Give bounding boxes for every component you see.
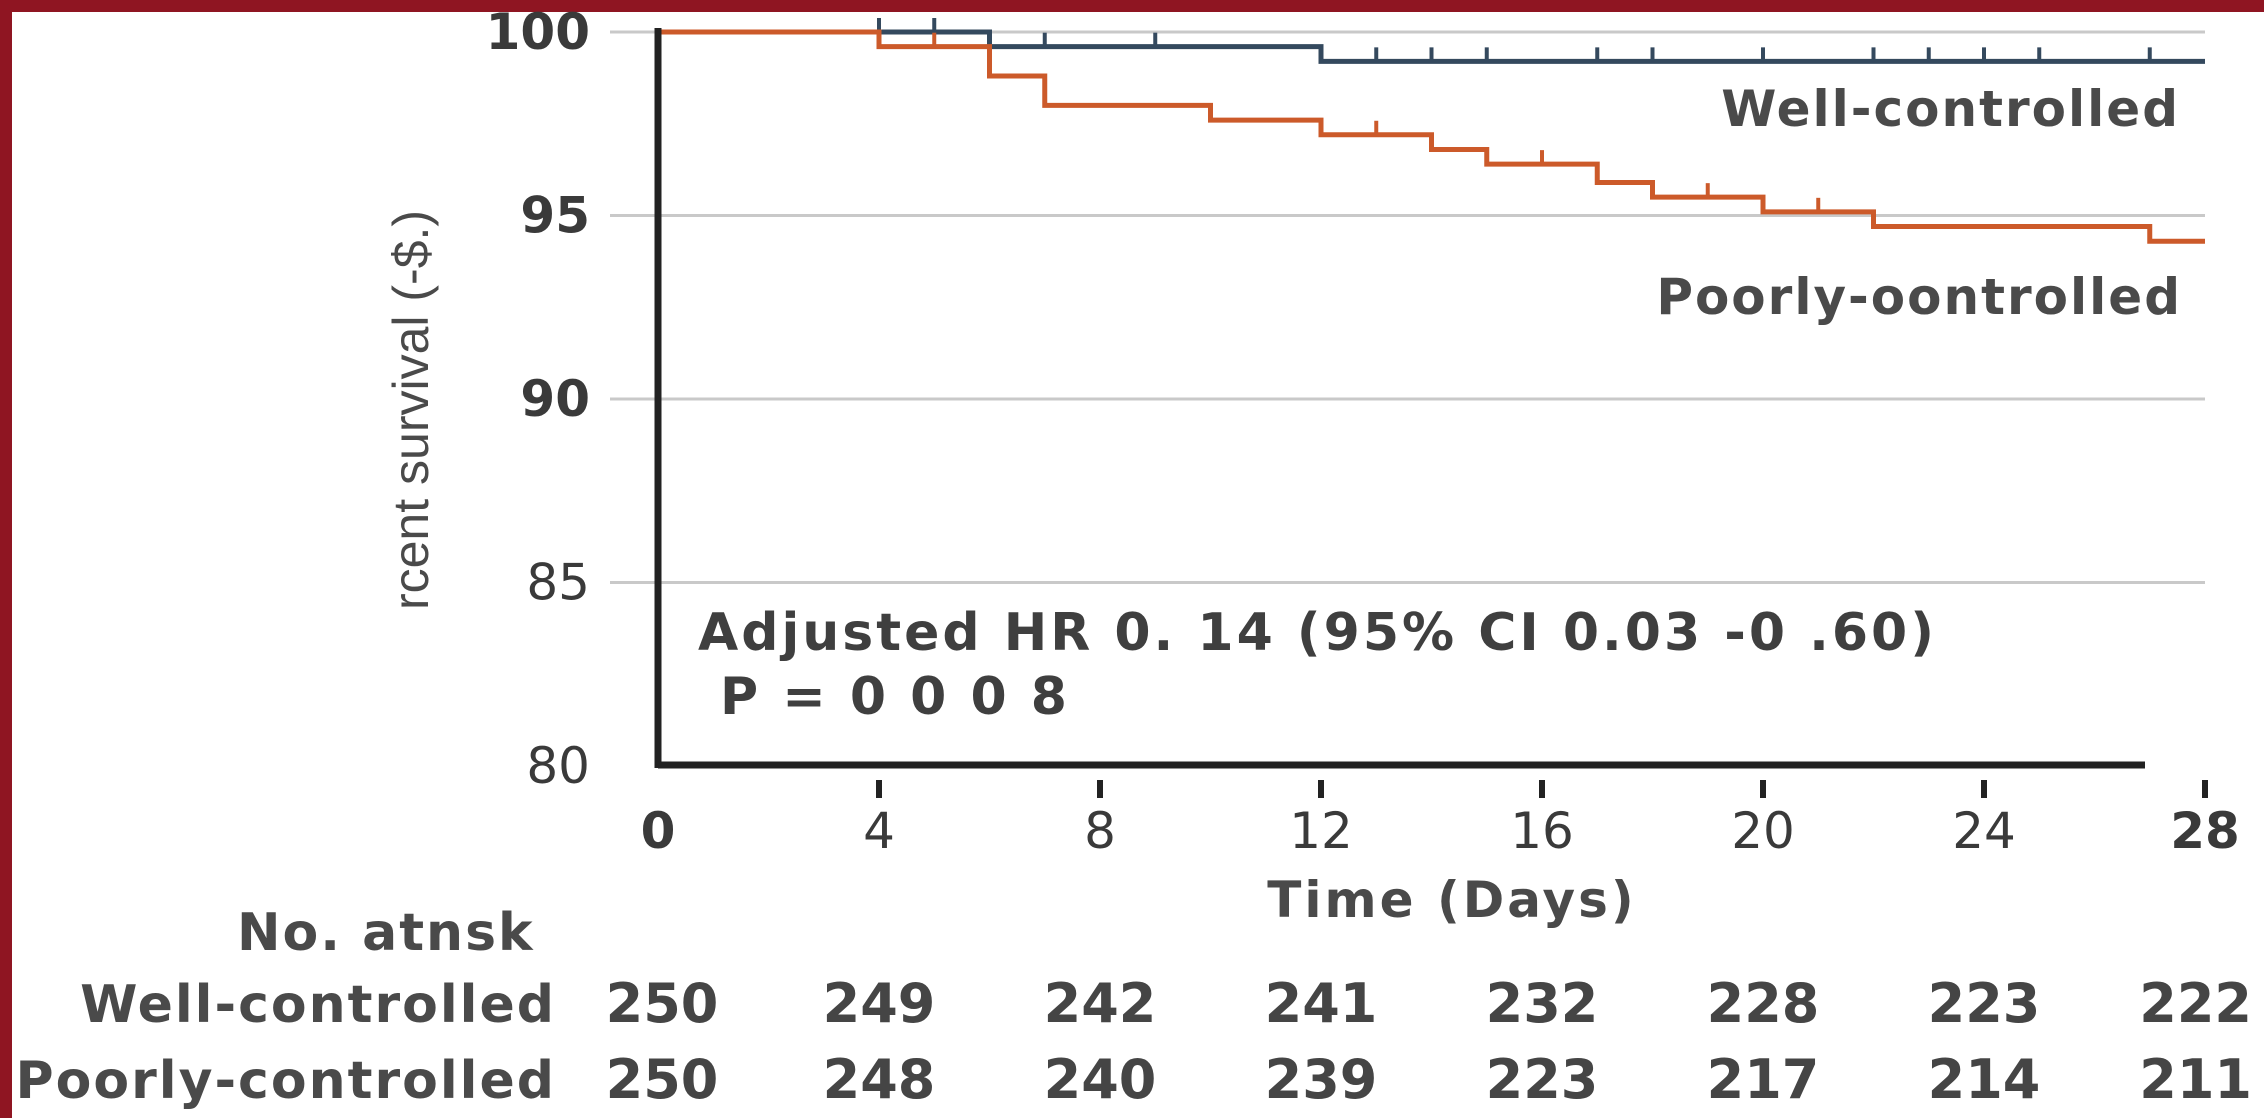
x-tick-label: 24 (1952, 802, 2016, 860)
x-tick-label: 0 (641, 802, 676, 860)
risk-value: 217 (1707, 1048, 1820, 1111)
risk-value: 240 (1044, 1048, 1157, 1111)
y-tick-label: 85 (526, 554, 590, 612)
x-tick-label: 12 (1289, 802, 1353, 860)
risk-value: 223 (1928, 972, 2041, 1035)
well-controlled-curve-label: Well-controlled (1721, 80, 2180, 138)
risk-value: 223 (1486, 1048, 1599, 1111)
risk-value: 242 (1044, 972, 1157, 1035)
risk-value: 239 (1265, 1048, 1378, 1111)
risk-row-label: Well-controlled (80, 975, 556, 1035)
risk-value: 211 (2139, 1048, 2252, 1111)
y-tick-label: 90 (520, 370, 590, 428)
risk-table-title: No. atnsk (237, 903, 535, 963)
x-tick-label: 28 (2170, 802, 2240, 860)
y-tick-labels: 80 85 90 95 100 (486, 3, 590, 795)
x-tick-label: 4 (863, 802, 895, 860)
series-curves (658, 18, 2205, 244)
x-tick-marks: 0 4 8 12 16 20 24 28 (641, 780, 2240, 860)
p-value-annotation: P = 0 0 0 8 (720, 667, 1070, 727)
risk-value: 222 (2139, 972, 2252, 1035)
poorly-controlled-curve-label: Poorly-oontrolled (1656, 268, 2182, 326)
risk-table: Well-controlled 250 249 242 241 232 228 223 222 P… (16, 972, 2252, 1111)
y-tick-label: 80 (526, 737, 590, 795)
y-tick-label: 100 (486, 3, 590, 61)
risk-value: 232 (1486, 972, 1599, 1035)
risk-value: 241 (1265, 972, 1378, 1035)
risk-value: 228 (1707, 972, 1820, 1035)
x-tick-label: 16 (1510, 802, 1574, 860)
risk-value: 214 (1928, 1048, 2041, 1111)
risk-row-label: Poorly-controlled (16, 1051, 556, 1111)
risk-value: 248 (823, 1048, 936, 1111)
hazard-ratio-annotation: Adjusted HR 0. 14 (95% CI 0.03 -0 .60) (698, 603, 1937, 663)
x-tick-label: 20 (1731, 802, 1795, 860)
risk-value: 250 (606, 972, 719, 1035)
risk-value: 249 (823, 972, 936, 1035)
series-poorly-controlled-line (658, 29, 2205, 244)
figure-frame (12, 12, 2264, 1118)
y-axis-label: rcent survival (-$.) (383, 210, 439, 610)
y-tick-label: 95 (520, 187, 590, 245)
x-axis-title: Time (Days) (1267, 871, 1636, 929)
x-tick-label: 8 (1084, 802, 1116, 860)
risk-value: 250 (606, 1048, 719, 1111)
